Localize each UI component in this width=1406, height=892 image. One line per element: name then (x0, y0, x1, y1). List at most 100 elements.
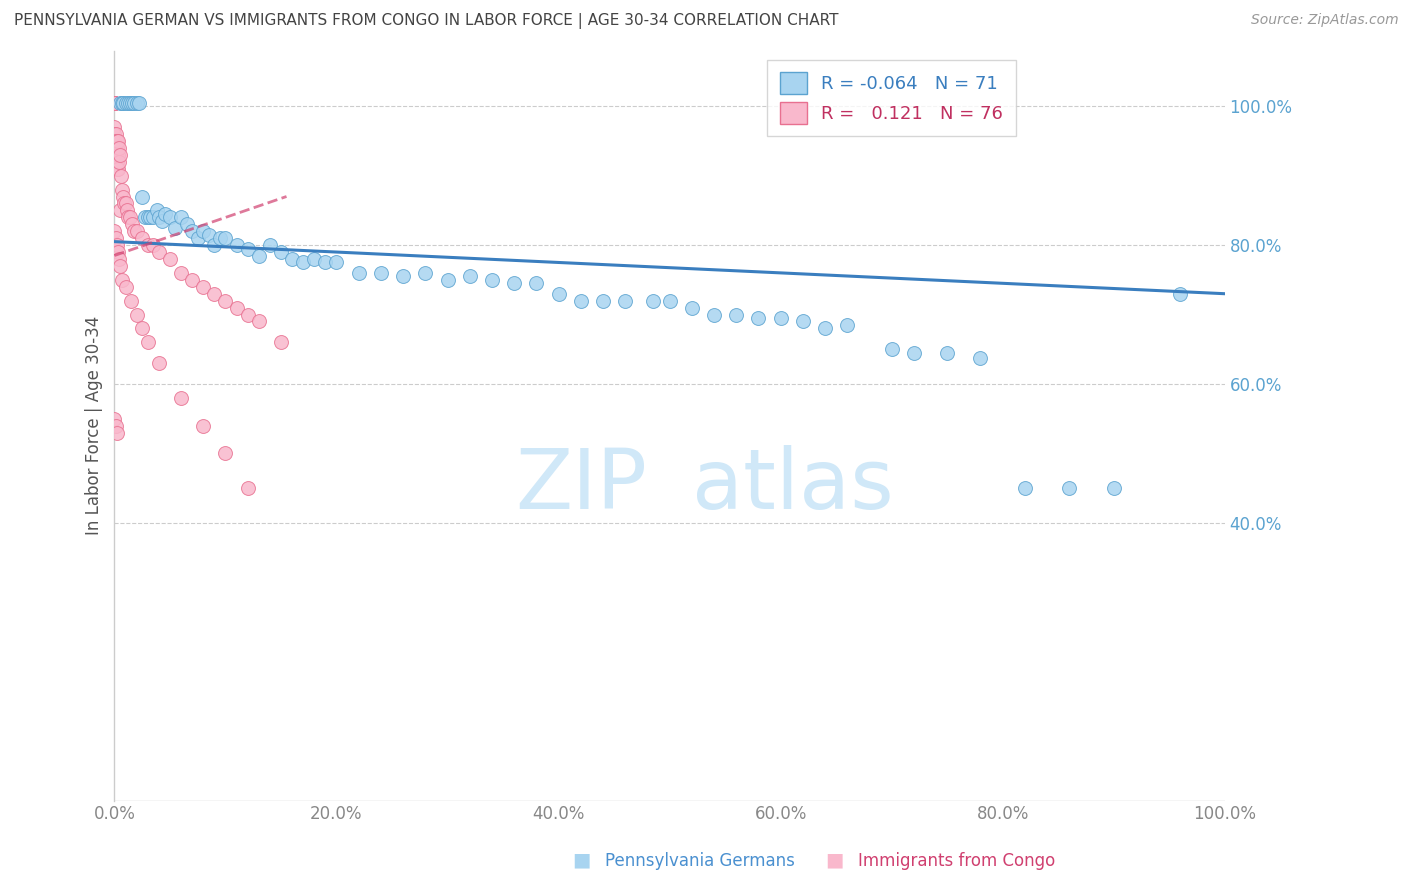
Point (936, 345, 959, 359)
Point (370, 266, 392, 280)
Point (142, 238, 165, 252)
Point (392, 269, 415, 284)
Point (614, 293, 637, 308)
Point (725, 308, 748, 322)
Point (104, 134, 127, 148)
Point (104, 418, 127, 433)
Point (121, 95, 143, 110)
Text: atlas: atlas (692, 445, 894, 526)
Point (259, 238, 281, 252)
Point (108, 141, 131, 155)
Point (1014, 481, 1036, 495)
Point (170, 391, 193, 405)
Point (247, 314, 270, 328)
Point (681, 301, 703, 315)
Point (103, 95, 125, 110)
Point (314, 255, 336, 269)
Point (107, 245, 129, 260)
Point (150, 214, 173, 228)
Point (104, 141, 127, 155)
Text: ZIP: ZIP (516, 445, 647, 526)
Point (569, 293, 592, 308)
Point (524, 277, 547, 291)
Point (103, 95, 125, 110)
Point (458, 269, 481, 284)
Point (114, 196, 136, 211)
Point (108, 95, 131, 110)
Point (103, 141, 125, 155)
Point (592, 293, 614, 308)
Point (125, 224, 148, 238)
Point (104, 127, 127, 141)
Point (159, 252, 181, 266)
Point (436, 273, 458, 287)
Point (131, 231, 153, 245)
Point (193, 418, 215, 433)
Point (202, 238, 225, 252)
Point (214, 231, 236, 245)
Point (503, 277, 526, 291)
Text: PENNSYLVANIA GERMAN VS IMMIGRANTS FROM CONGO IN LABOR FORCE | AGE 30-34 CORRELAT: PENNSYLVANIA GERMAN VS IMMIGRANTS FROM C… (14, 13, 838, 29)
Point (104, 154, 127, 169)
Point (104, 148, 127, 162)
Point (148, 245, 170, 260)
Point (104, 231, 127, 245)
Point (837, 318, 859, 332)
Point (105, 134, 128, 148)
Point (114, 95, 136, 110)
Point (225, 301, 247, 315)
Point (128, 95, 150, 110)
Point (181, 273, 204, 287)
Point (125, 308, 148, 322)
Point (148, 356, 170, 370)
Point (1059, 481, 1081, 495)
Point (814, 321, 837, 335)
Point (117, 95, 139, 110)
Point (136, 211, 159, 225)
Point (703, 308, 725, 322)
Point (187, 231, 209, 245)
Point (125, 95, 148, 110)
Point (112, 95, 135, 110)
Point (1102, 481, 1125, 495)
Point (111, 183, 134, 197)
Point (292, 255, 315, 269)
Point (103, 411, 125, 425)
Point (139, 211, 162, 225)
Point (108, 259, 131, 273)
Text: Source: ZipAtlas.com: Source: ZipAtlas.com (1251, 13, 1399, 28)
Point (103, 95, 125, 110)
Point (236, 308, 259, 322)
Point (108, 154, 131, 169)
Point (880, 343, 903, 357)
Point (120, 293, 142, 308)
Point (117, 211, 139, 225)
Text: Immigrants from Congo: Immigrants from Congo (858, 852, 1054, 870)
Point (103, 148, 125, 162)
Point (165, 220, 187, 235)
Point (281, 252, 304, 266)
Y-axis label: In Labor Force | Age 30-34: In Labor Force | Age 30-34 (86, 316, 103, 535)
Point (236, 481, 259, 495)
Point (103, 127, 125, 141)
Text: ■: ■ (572, 851, 591, 870)
Point (181, 224, 204, 238)
Point (547, 286, 569, 301)
Point (105, 161, 128, 176)
Point (247, 248, 270, 262)
Point (111, 273, 134, 287)
Point (124, 95, 146, 110)
Point (131, 189, 153, 203)
Point (176, 217, 198, 231)
Point (214, 446, 236, 460)
Point (193, 279, 215, 293)
Point (270, 245, 292, 260)
Point (197, 227, 219, 242)
Point (159, 211, 181, 225)
Point (110, 169, 132, 183)
Point (214, 293, 236, 308)
Point (121, 217, 143, 231)
Point (136, 335, 159, 350)
Point (103, 95, 125, 110)
Point (118, 211, 141, 225)
